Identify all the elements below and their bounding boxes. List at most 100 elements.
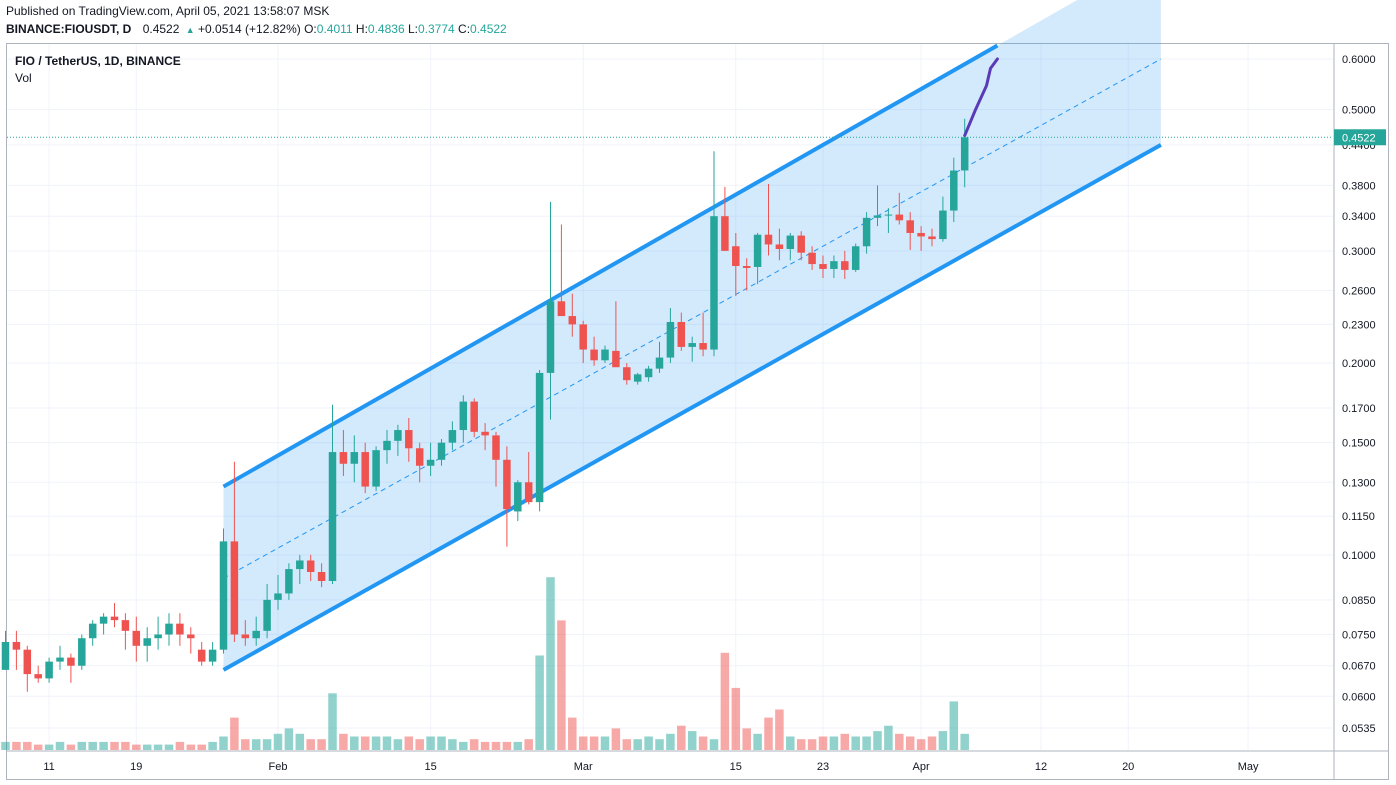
volume-bar — [513, 741, 523, 750]
candle-body — [666, 321, 675, 358]
volume-bar — [360, 736, 370, 750]
volume-bar — [77, 741, 87, 750]
volume-bar — [251, 739, 261, 750]
volume-bar — [404, 736, 414, 750]
volume-bar — [1, 741, 10, 750]
candle-body — [219, 541, 228, 650]
candle-body — [372, 450, 380, 487]
volume-bar — [197, 744, 206, 750]
candle-body — [557, 301, 566, 317]
y-tick-label: 0.3800 — [1342, 180, 1376, 192]
volume-bar — [589, 736, 599, 750]
candle-body — [579, 324, 587, 350]
volume-bar — [44, 744, 54, 750]
volume-bar — [448, 739, 457, 750]
open-value: 0.4011 — [316, 22, 353, 36]
volume-bar — [328, 693, 337, 750]
candle-body — [383, 440, 391, 451]
candle-body — [230, 541, 239, 635]
volume-bar — [851, 736, 860, 750]
candle-body — [34, 674, 42, 679]
candle-body — [590, 349, 598, 361]
candle-body — [67, 657, 75, 666]
x-tick-label: 15 — [424, 761, 436, 773]
x-tick-label: May — [1238, 761, 1259, 773]
chart-legend: FIO / TetherUS, 1D, BINANCE Vol — [15, 53, 181, 87]
candle-body — [732, 246, 740, 267]
x-tick-label: 19 — [130, 761, 142, 773]
volume-bar — [55, 741, 65, 750]
candle-body — [939, 210, 947, 240]
volume-bar — [557, 620, 566, 750]
candle-body — [601, 349, 609, 361]
y-tick-label: 0.6000 — [1342, 54, 1376, 66]
candle-body — [437, 442, 446, 460]
candle-body — [154, 634, 162, 639]
volume-bar — [142, 744, 152, 750]
volume-bar — [622, 739, 632, 750]
open-key: O: — [304, 22, 317, 36]
volume-bar — [273, 733, 283, 750]
volume-bar — [568, 717, 577, 750]
published-line: Published on TradingView.com, April 05, … — [6, 4, 330, 18]
candle-body — [633, 374, 642, 382]
y-tick-label: 0.0535 — [1342, 723, 1376, 735]
last-price-tag — [1334, 129, 1386, 146]
candle-body — [99, 616, 108, 624]
volume-bar — [905, 736, 915, 750]
volume-bar — [306, 739, 315, 750]
volume-bar — [12, 741, 21, 750]
candle-body — [677, 321, 686, 347]
volume-bar — [284, 728, 294, 750]
volume-bar — [164, 744, 174, 750]
volume-bar — [88, 741, 97, 750]
volume-bar — [633, 739, 642, 750]
candle-body — [328, 452, 337, 581]
y-tick-label: 0.2000 — [1342, 358, 1376, 370]
y-tick-label: 0.1500 — [1342, 438, 1376, 450]
chart-frame[interactable] — [6, 43, 1389, 780]
symbol-line: BINANCE:FIOUSDT, D 0.4522 ▲ +0.0514 (+12… — [6, 22, 507, 36]
volume-bar — [862, 736, 871, 750]
volume-bar — [840, 733, 850, 750]
volume-bar — [687, 731, 697, 750]
volume-bar — [110, 741, 119, 750]
volume-bar — [469, 739, 479, 750]
channel-upper-line — [222, 43, 999, 489]
candle-body — [612, 350, 620, 368]
candle-body — [285, 569, 293, 594]
y-tick-label: 0.0850 — [1342, 595, 1376, 607]
volume-bar — [99, 741, 108, 750]
candle-body — [960, 137, 969, 171]
candle-body — [78, 638, 86, 666]
candle-body — [187, 634, 195, 639]
y-tick-label: 0.1150 — [1342, 511, 1375, 523]
low-value: 0.3774 — [417, 22, 455, 36]
x-tick-label: 20 — [1122, 761, 1134, 773]
candle-body — [644, 368, 653, 378]
candle-body — [906, 220, 914, 233]
close-value: 0.4522 — [470, 22, 507, 36]
candle-body — [426, 459, 435, 466]
volume-bar — [459, 741, 468, 750]
candle-body — [405, 430, 413, 449]
volume-bar — [317, 739, 326, 750]
candle-body — [241, 634, 250, 639]
candle-body — [786, 235, 795, 249]
low-key: L: — [407, 22, 418, 36]
volume-bar — [938, 731, 948, 750]
channel-lower-line — [222, 143, 1162, 672]
volume-bar — [175, 741, 185, 750]
volume-bar — [295, 733, 305, 750]
candle-body — [808, 252, 816, 265]
candle-body — [165, 623, 173, 635]
candle-body — [481, 431, 489, 436]
volume-bar — [775, 709, 784, 750]
candle-body — [459, 401, 468, 431]
candle-body — [394, 430, 402, 441]
volume-bar — [578, 736, 588, 750]
candle-body — [710, 216, 718, 350]
candle-body — [296, 560, 304, 570]
x-tick-label: 11 — [43, 761, 54, 773]
